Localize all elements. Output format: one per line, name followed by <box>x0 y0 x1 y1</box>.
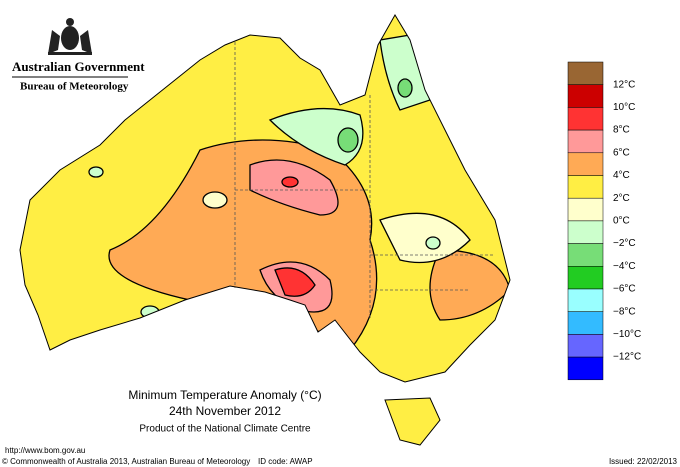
legend-swatch <box>567 197 604 222</box>
agency: Bureau of Meteorology <box>20 81 129 93</box>
legend: 12°C 10°C 8°C 6°C 4°C 2°C 0°C −2°C −4°C −6°C −8°C −… <box>567 61 641 381</box>
legend-label: −10°C <box>613 329 641 340</box>
legend-swatch <box>567 152 604 176</box>
crest <box>48 18 92 55</box>
legend-swatch <box>567 311 604 335</box>
legend-swatch <box>567 356 604 381</box>
copyright: © Commonwealth of Australia 2013, Austra… <box>2 457 250 466</box>
legend-label: 10°C <box>613 102 635 113</box>
issued: Issued: 22/02/2013 <box>609 457 678 466</box>
legend-swatch <box>567 129 604 154</box>
legend-label: 0°C <box>613 216 630 227</box>
map-product: Product of the National Climate Centre <box>139 424 311 435</box>
legend-label: 2°C <box>613 193 630 204</box>
legend-swatch <box>567 107 604 131</box>
legend-label: −12°C <box>613 352 641 363</box>
legend-swatch <box>567 220 604 244</box>
map-date: 24th November 2012 <box>169 404 281 418</box>
legend-swatch <box>567 243 604 267</box>
legend-label: −4°C <box>613 261 636 272</box>
legend-swatch <box>567 288 604 312</box>
legend-swatch <box>567 61 604 85</box>
legend-swatch <box>567 84 604 108</box>
id-code: ID code: AWAP <box>258 457 313 466</box>
government: Australian Government <box>12 59 145 74</box>
legend-label: 6°C <box>613 147 630 158</box>
legend-label: 4°C <box>613 170 630 181</box>
legend-swatch <box>567 175 604 199</box>
legend-label: −2°C <box>613 238 636 249</box>
legend-label: 8°C <box>613 125 630 136</box>
legend-swatch <box>567 266 604 290</box>
legend-label: 12°C <box>613 79 635 90</box>
legend-swatch <box>567 334 604 358</box>
legend-label: −8°C <box>613 306 636 317</box>
map-title: Minimum Temperature Anomaly (°C) <box>128 388 321 402</box>
url: http://www.bom.gov.au <box>5 446 85 455</box>
legend-label: −6°C <box>613 284 636 295</box>
